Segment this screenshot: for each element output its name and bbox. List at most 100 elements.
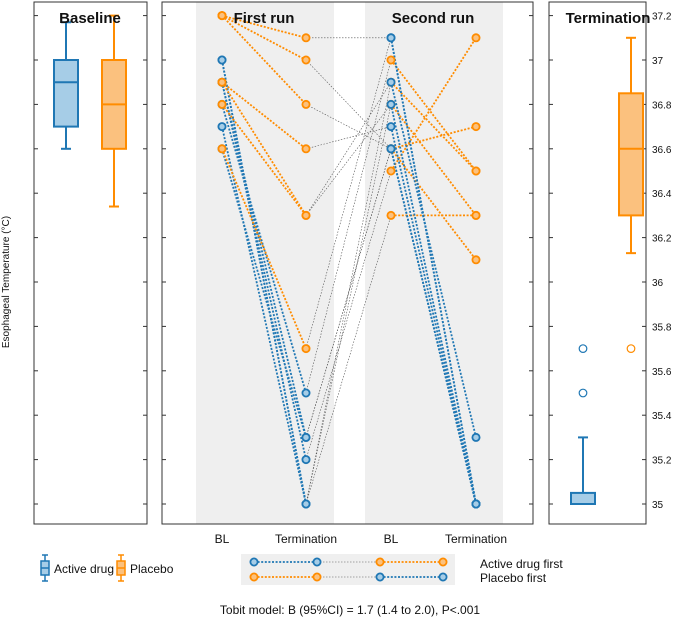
slope-line xyxy=(221,82,307,460)
legend-order: Active drug first Placebo first xyxy=(241,554,563,585)
y-tick-label: 36 xyxy=(652,278,664,289)
panel-frames xyxy=(33,1,647,525)
point-bl xyxy=(386,122,396,132)
y-tick-label: 36.6 xyxy=(652,145,672,156)
legend-placebo-label: Placebo xyxy=(130,562,174,576)
slope-line xyxy=(221,14,307,39)
run-background-bands xyxy=(196,2,503,524)
panel-frame-2 xyxy=(161,1,534,525)
slope-line xyxy=(221,81,307,438)
legend-active-drug-label: Active drug xyxy=(54,562,114,576)
legend-point xyxy=(375,572,385,582)
x-label-second-termination: Termination xyxy=(445,532,507,546)
slope-line xyxy=(390,103,477,216)
legend-point xyxy=(249,557,259,567)
slope-line xyxy=(221,126,307,505)
legend-point xyxy=(312,572,322,582)
legend-active-drug-swatch xyxy=(40,554,50,582)
panel-frame-3 xyxy=(548,1,647,525)
legend-placebo-first-label: Placebo first xyxy=(480,571,547,585)
connector-line xyxy=(305,215,392,505)
slope-line xyxy=(221,103,307,216)
outlier-point xyxy=(578,344,588,354)
point-termination xyxy=(471,122,481,132)
outlier-point xyxy=(578,388,588,398)
point-termination xyxy=(301,344,311,354)
y-tick-label: 36.2 xyxy=(652,234,672,245)
y-axis-ticks: 37.2 37 36.8 36.6 36.4 36.2 36 35.8 35.6 35.4 35.2… xyxy=(34,12,672,511)
box-plots xyxy=(53,14,644,505)
y-tick-label: 37.2 xyxy=(652,12,672,23)
slope-line xyxy=(390,59,477,172)
point-termination xyxy=(471,33,481,43)
slope-line xyxy=(390,37,477,172)
legend-drug: Active drug Placebo xyxy=(40,554,174,582)
box-baseline-placebo xyxy=(101,14,127,208)
point-bl xyxy=(217,55,227,65)
connector-line xyxy=(305,104,392,216)
panel-title-baseline: Baseline xyxy=(59,10,121,27)
slope-line xyxy=(390,125,477,150)
legend-point xyxy=(438,557,448,567)
box-iqr xyxy=(53,59,79,128)
box-iqr xyxy=(618,92,644,217)
point-termination xyxy=(471,432,481,442)
y-axis-label: Esophageal Temperature (°C) xyxy=(1,216,12,348)
point-termination xyxy=(301,499,311,509)
slope-line xyxy=(221,14,307,106)
connector-line xyxy=(305,170,392,460)
box-iqr xyxy=(570,491,596,505)
point-bl xyxy=(386,99,396,109)
point-termination xyxy=(301,388,311,398)
legend-point xyxy=(438,572,448,582)
connector-line xyxy=(305,126,392,150)
y-tick-label: 36.8 xyxy=(652,100,672,111)
slope-line xyxy=(390,126,477,505)
connector-line xyxy=(305,59,392,150)
point-termination xyxy=(301,455,311,465)
panel-frame-1 xyxy=(33,1,148,525)
point-termination xyxy=(301,33,311,43)
legend-point xyxy=(312,557,322,567)
point-bl xyxy=(386,210,396,220)
y-tick-label: 35.4 xyxy=(652,411,672,422)
slope-line xyxy=(390,148,477,261)
box-baseline-active xyxy=(53,21,79,150)
y-tick-label: 37 xyxy=(652,56,664,67)
slope-line xyxy=(221,14,307,61)
point-bl xyxy=(386,33,396,43)
x-label-first-bl: BL xyxy=(215,532,230,546)
point-bl xyxy=(386,144,396,154)
model-footnote: Tobit model: B (95%CI) = 1.7 (1.4 to 2.0… xyxy=(220,603,480,617)
point-termination xyxy=(471,499,481,509)
between-run-connectors xyxy=(305,37,392,505)
connector-line xyxy=(305,104,392,505)
legend-order-background xyxy=(241,554,455,585)
panel-title-termination: Termination xyxy=(566,10,651,27)
point-termination xyxy=(471,210,481,220)
box-termination-active xyxy=(570,344,596,505)
point-bl xyxy=(217,99,227,109)
point-bl xyxy=(217,11,227,21)
connector-line xyxy=(305,148,392,438)
panel-title-first-run: First run xyxy=(234,10,295,27)
point-termination xyxy=(301,55,311,65)
y-tick-label: 35.6 xyxy=(652,367,672,378)
slope-points xyxy=(217,11,481,509)
point-termination xyxy=(301,432,311,442)
slope-line xyxy=(390,81,477,172)
point-bl xyxy=(386,77,396,87)
connector-line xyxy=(305,59,392,394)
legend-point xyxy=(375,557,385,567)
y-tick-label: 35 xyxy=(652,500,664,511)
point-termination xyxy=(471,166,481,176)
legend-placebo-swatch xyxy=(116,554,126,582)
point-termination xyxy=(301,99,311,109)
panel-title-second-run: Second run xyxy=(392,10,475,27)
point-termination xyxy=(471,255,481,265)
x-label-second-bl: BL xyxy=(384,532,399,546)
point-bl xyxy=(386,55,396,65)
point-bl xyxy=(217,122,227,132)
run-band-2 xyxy=(365,2,503,524)
